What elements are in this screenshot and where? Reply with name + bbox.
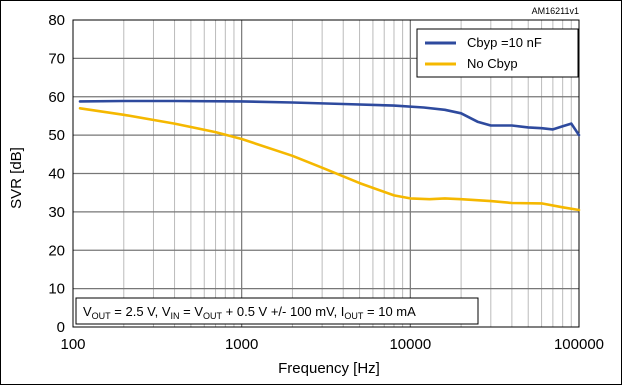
y-tick-label: 0: [57, 319, 65, 336]
x-axis-label: Frequency [Hz]: [278, 360, 380, 377]
y-tick-label: 70: [48, 50, 65, 67]
y-tick-label: 40: [48, 166, 65, 183]
tick-labels: 0 10 20 30 40 50 60 70 80 100 1000 10000 100000: [48, 12, 604, 353]
series-layer: [78, 99, 581, 212]
series-line-no-cbyp: [78, 107, 581, 212]
conditions-text: VOUT = 2.5 V, VIN = VOUT + 0.5 V +/- 100…: [83, 304, 416, 321]
legend: Cbyp =10 nF No Cbyp: [416, 28, 579, 78]
x-tick-label: 10000: [389, 336, 431, 353]
y-tick-label: 50: [48, 127, 65, 144]
chart-watermark: AM16211v1: [532, 6, 579, 16]
y-tick-label: 80: [48, 12, 65, 29]
y-tick-label: 20: [48, 242, 65, 259]
y-tick-label: 30: [48, 204, 65, 221]
x-tick-label: 100000: [554, 336, 604, 353]
legend-label-cbyp: Cbyp =10 nF: [467, 35, 542, 50]
y-axis-label: SVR [dB]: [8, 147, 25, 209]
legend-label-no-cbyp: No Cbyp: [467, 56, 518, 71]
y-tick-label: 10: [48, 281, 65, 298]
conditions-annotation: VOUT = 2.5 V, VIN = VOUT + 0.5 V +/- 100…: [75, 297, 479, 325]
series-line-cbyp: [78, 99, 581, 137]
grid: [73, 20, 579, 327]
x-tick-label: 100: [60, 336, 85, 353]
annotation-box: [75, 297, 479, 325]
y-tick-label: 60: [48, 89, 65, 106]
plot-area-border: [72, 19, 580, 328]
legend-box: [416, 28, 579, 78]
x-tick-label: 1000: [225, 336, 258, 353]
